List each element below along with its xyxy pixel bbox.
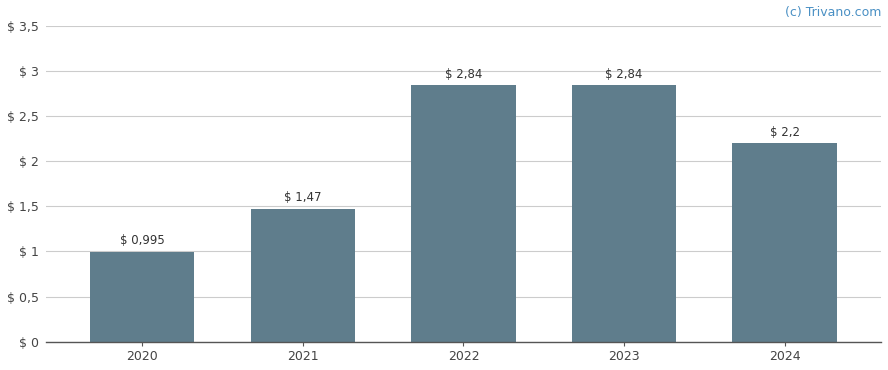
Bar (411, 85, 516, 342)
Text: $ 2,84: $ 2,84 (606, 68, 643, 81)
Bar (733, 143, 836, 342)
Bar (572, 85, 677, 342)
Text: $ 1,47: $ 1,47 (284, 191, 321, 205)
Text: $ 0,995: $ 0,995 (120, 234, 164, 248)
Bar (90, 252, 194, 342)
Bar (250, 209, 355, 342)
Text: $ 2,2: $ 2,2 (770, 125, 800, 138)
Text: (c) Trivano.com: (c) Trivano.com (785, 6, 881, 19)
Text: $ 2,84: $ 2,84 (445, 68, 482, 81)
